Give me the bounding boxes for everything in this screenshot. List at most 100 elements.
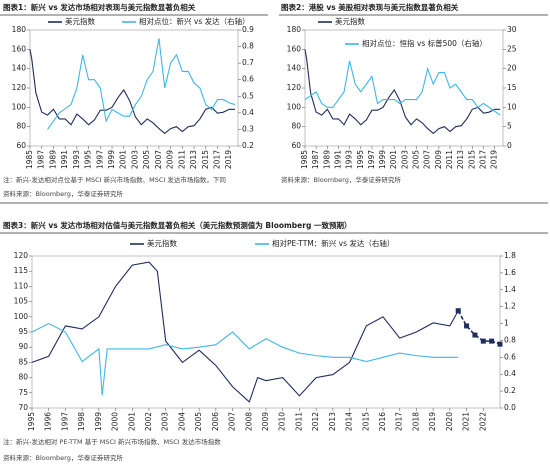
x-tick-label: 2022 xyxy=(478,412,487,431)
x-tick-label: 1987 xyxy=(37,150,46,169)
y2-tick-label: 0.8 xyxy=(242,42,254,51)
x-tick-label: 2011 xyxy=(445,150,454,169)
chart-title: 图表1：新兴 vs 发达市场相对表现与美元指数显著负相关 xyxy=(3,2,196,12)
x-tick-label: 2013 xyxy=(456,150,465,169)
series-line xyxy=(29,49,236,135)
x-tick-label: 2011 xyxy=(177,150,186,169)
forecast-marker xyxy=(464,323,470,329)
forecast-marker xyxy=(480,338,486,344)
y2-tick-label: 25 xyxy=(507,44,517,53)
series-line xyxy=(304,49,501,135)
y-tick-label: 115 xyxy=(14,266,29,275)
x-tick-label: 2015 xyxy=(201,150,210,169)
x-tick-label: 2003 xyxy=(161,412,170,431)
y-tick-label: 85 xyxy=(18,357,28,366)
y2-tick-label: 10 xyxy=(507,102,517,111)
x-tick-label: 1985 xyxy=(25,150,34,169)
x-tick-label: 2003 xyxy=(400,150,409,169)
y-tick-label: 80 xyxy=(16,122,26,131)
forecast-marker xyxy=(497,341,503,347)
x-tick-label: 2009 xyxy=(261,412,270,431)
y-tick-label: 60 xyxy=(16,141,26,150)
x-tick-label: 2019 xyxy=(428,412,437,431)
note: 资料来源：Bloomberg，华泰证券研究所 xyxy=(3,453,123,462)
y2-tick-label: 0.3 xyxy=(242,124,254,133)
x-tick-label: 1985 xyxy=(300,150,309,169)
y2-tick-label: 0.6 xyxy=(504,352,516,361)
forecast-marker xyxy=(455,308,461,314)
x-tick-label: 2019 xyxy=(490,150,499,169)
forecast-marker xyxy=(472,332,478,338)
legend-label: 美元指数 xyxy=(147,238,177,248)
x-tick-label: 1996 xyxy=(44,412,53,431)
x-tick-label: 2007 xyxy=(228,412,237,431)
chart-title: 图表2：港股 vs 美股相对表现与美元指数显著负相关 xyxy=(281,2,459,12)
y2-tick-label: 0.2 xyxy=(504,386,516,395)
legend-label: 美元指数 xyxy=(335,16,365,26)
y-tick-label: 140 xyxy=(12,64,27,73)
x-tick-label: 2001 xyxy=(119,150,128,169)
x-tick-label: 2018 xyxy=(411,412,420,431)
x-tick-label: 2017 xyxy=(478,150,487,169)
x-tick-label: 1993 xyxy=(345,150,354,169)
x-tick-label: 1989 xyxy=(48,150,57,169)
series-line xyxy=(31,322,459,396)
y2-tick-label: 0.8 xyxy=(504,335,516,344)
note: 注：新兴-发达相对点位基于 MSCI 新兴市场指数、MSCI 发达市场指数，下同 xyxy=(3,175,226,184)
y2-tick-label: 1.8 xyxy=(504,251,516,260)
y2-tick-label: 15 xyxy=(507,83,517,92)
y2-tick-label: 1.6 xyxy=(504,268,516,277)
x-tick-label: 1995 xyxy=(356,150,365,169)
x-tick-label: 1998 xyxy=(77,412,86,431)
legend-label: 美元指数 xyxy=(65,16,95,26)
x-tick-label: 2007 xyxy=(154,150,163,169)
y-tick-label: 95 xyxy=(18,327,28,336)
legend-label: 相对点位：新兴 vs 发达（右轴） xyxy=(139,16,250,26)
y-tick-label: 75 xyxy=(18,388,28,397)
y-tick-label: 120 xyxy=(287,83,302,92)
note: 资料来源：Bloomberg，华泰证券研究所 xyxy=(3,189,123,198)
x-tick-label: 2005 xyxy=(194,412,203,431)
x-tick-label: 1989 xyxy=(322,150,331,169)
y-tick-label: 110 xyxy=(14,281,29,290)
x-tick-label: 2000 xyxy=(111,412,120,431)
y-tick-label: 100 xyxy=(12,102,27,111)
x-tick-label: 2001 xyxy=(389,150,398,169)
x-tick-label: 2007 xyxy=(423,150,432,169)
y-tick-label: 140 xyxy=(287,64,302,73)
x-tick-label: 2008 xyxy=(244,412,253,431)
y2-tick-label: 0 xyxy=(507,141,512,150)
y2-tick-label: 5 xyxy=(507,122,512,131)
x-tick-label: 2011 xyxy=(294,412,303,431)
y2-tick-label: 1 xyxy=(504,319,509,328)
x-tick-label: 1997 xyxy=(367,150,376,169)
x-tick-label: 2016 xyxy=(378,412,387,431)
y2-tick-label: 0.7 xyxy=(242,58,254,67)
x-tick-label: 1999 xyxy=(94,412,103,431)
x-tick-label: 2015 xyxy=(361,412,370,431)
series-line xyxy=(304,60,501,116)
y2-tick-label: 0.2 xyxy=(242,141,254,150)
y-tick-label: 180 xyxy=(287,25,302,34)
x-tick-label: 2005 xyxy=(412,150,421,169)
y2-tick-label: 0.9 xyxy=(242,25,254,34)
x-tick-label: 1997 xyxy=(95,150,104,169)
legend-label: 相对PE-TTM：新兴 vs 发达（右轴） xyxy=(272,238,394,248)
x-tick-label: 2009 xyxy=(166,150,175,169)
y2-tick-label: 1.4 xyxy=(504,285,516,294)
y-tick-label: 80 xyxy=(291,122,301,131)
x-tick-label: 2020 xyxy=(445,412,454,431)
x-tick-label: 2003 xyxy=(130,150,139,169)
y-tick-label: 160 xyxy=(287,44,302,53)
x-tick-label: 1995 xyxy=(84,150,93,169)
x-tick-label: 2019 xyxy=(224,150,233,169)
legend-label: 相对点位：恒指 vs 标普500（右轴） xyxy=(362,38,487,48)
x-tick-label: 2013 xyxy=(189,150,198,169)
y2-tick-label: 20 xyxy=(507,64,517,73)
x-tick-label: 1991 xyxy=(60,150,69,169)
y-tick-label: 120 xyxy=(14,251,29,260)
x-tick-label: 2017 xyxy=(395,412,404,431)
y2-tick-label: 0.6 xyxy=(242,75,254,84)
x-tick-label: 2017 xyxy=(212,150,221,169)
y-tick-label: 105 xyxy=(14,297,29,306)
